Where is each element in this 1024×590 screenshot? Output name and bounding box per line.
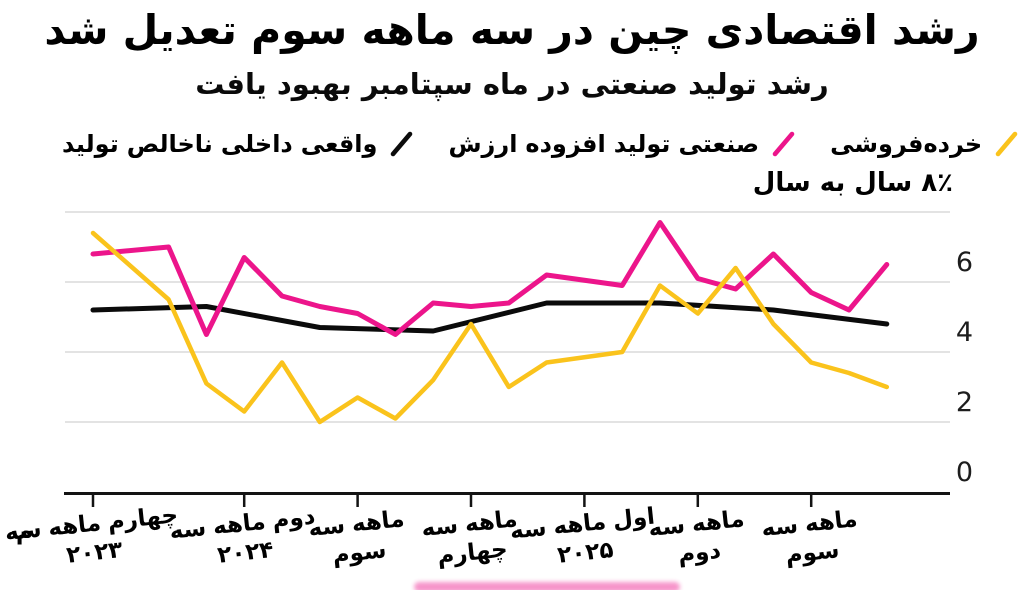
chart-title: رشد اقتصادی چین در سه ماهه سوم تعدیل شد [44,6,980,54]
line-gdp [90,300,890,334]
y-axis-unit-label: ۸٪ سال به سال [752,168,953,198]
line-industrial [90,220,890,337]
clipped-axis-label-fragment: م [16,519,33,545]
legend-item-retail: خرده‌فروشی [830,130,1019,158]
y-tick-label: 2 [955,387,973,418]
legend: تولید ناخالص داخلی واقعی ارزش افزوده تولید صنعت… [62,130,1019,158]
legend-item-label: تولید ناخالص داخلی واقعی [62,130,378,158]
y-tick-label: 6 [955,247,973,278]
legend-swatch-slash-icon [391,131,413,156]
line-retail [90,230,890,425]
legend-item-label: خرده‌فروشی [830,130,983,158]
y-tick-label: 4 [955,317,973,348]
legend-swatch-slash-icon [772,131,795,156]
legend-item-industrial: ارزش افزوده تولید صنعتی [448,130,796,158]
legend-swatch-slash-icon [995,131,1018,156]
chart-subtitle: رشد تولید صنعتی در ماه سپتامبر بهبود یاف… [195,67,829,101]
watermark-smudge [414,582,680,590]
y-tick-label: 0 [955,457,973,488]
legend-item-gdp: تولید ناخالص داخلی واقعی [62,130,414,158]
legend-item-label: ارزش افزوده تولید صنعتی [448,130,760,158]
